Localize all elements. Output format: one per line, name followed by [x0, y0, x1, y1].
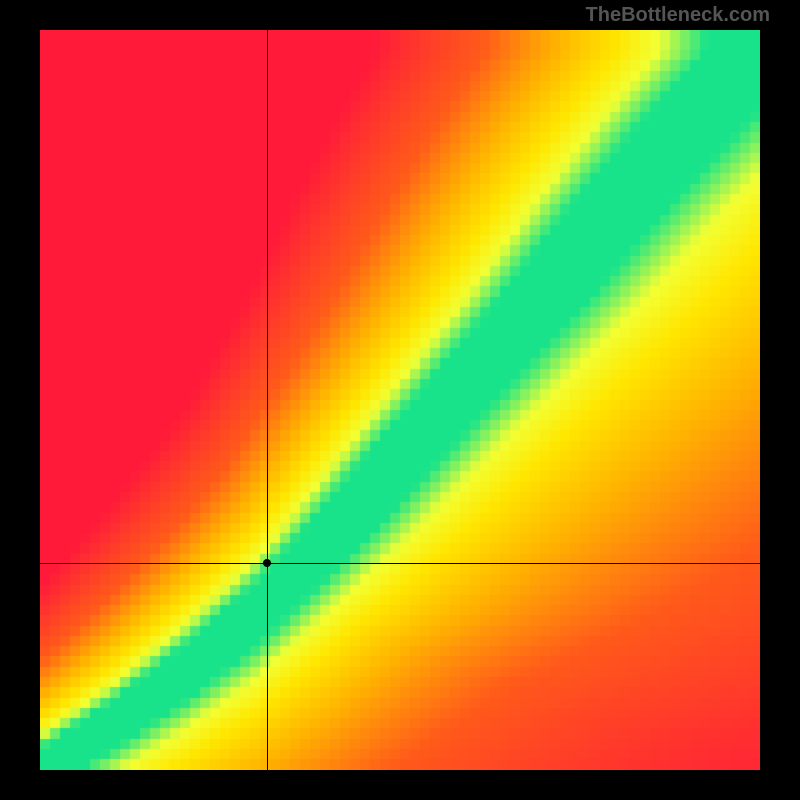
- crosshair-marker: [263, 559, 271, 567]
- bottleneck-heatmap: [40, 30, 760, 770]
- crosshair-vertical: [267, 30, 268, 770]
- watermark-text: TheBottleneck.com: [586, 4, 770, 27]
- crosshair-horizontal: [40, 563, 760, 564]
- chart-container: TheBottleneck.com: [0, 0, 800, 800]
